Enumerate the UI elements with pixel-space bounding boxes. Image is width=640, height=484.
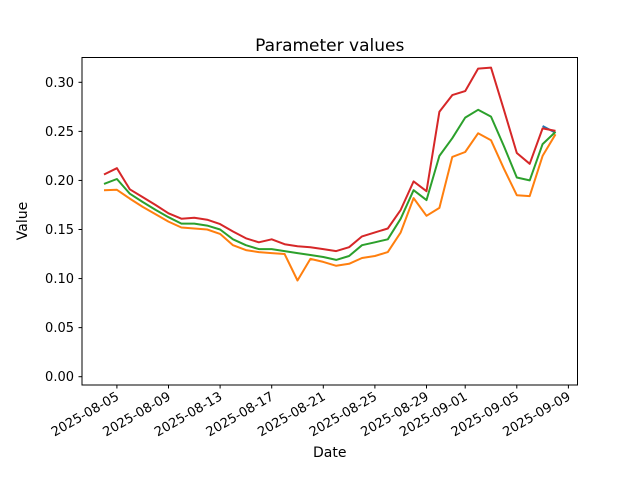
series-lines <box>103 66 557 282</box>
x-axis-label: Date <box>313 445 346 461</box>
y-tick-label: 0.05 <box>45 321 74 336</box>
y-axis-label: Value <box>15 202 31 240</box>
y-tick-label: 0.15 <box>45 223 74 238</box>
series-line-red <box>103 66 556 253</box>
plot-area-border <box>81 57 578 386</box>
y-tick-label: 0.00 <box>45 370 74 385</box>
y-tick-label: 0.10 <box>45 272 74 287</box>
y-tick-label: 0.25 <box>45 125 74 140</box>
series-line-green <box>103 108 557 261</box>
y-tick-label: 0.30 <box>45 76 74 91</box>
y-tick-label: 0.20 <box>45 174 74 189</box>
series-line-orange <box>103 132 557 282</box>
chart-title: Parameter values <box>255 36 404 56</box>
